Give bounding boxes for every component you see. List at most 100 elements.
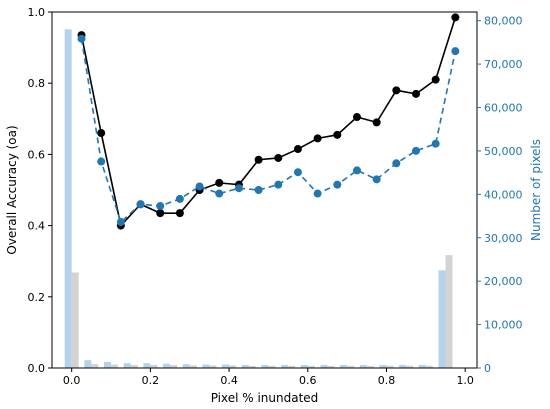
series-2-point [451, 47, 460, 56]
series-1-point [333, 130, 342, 139]
hist-bar-gray [268, 365, 276, 368]
series-1-point [412, 89, 421, 98]
series-1-point [293, 145, 302, 154]
series-2-point [372, 175, 381, 184]
hist-bar-gray [366, 365, 374, 368]
hist-bar-blue [104, 361, 112, 368]
hist-bar-gray [209, 365, 217, 368]
series-1-point [313, 134, 322, 143]
series-1-point [274, 153, 283, 162]
hist-bar-blue [163, 363, 171, 368]
hist-bar-gray [327, 365, 335, 368]
plot-frame [51, 11, 478, 369]
hist-bar-gray [189, 365, 197, 368]
y-axis-left-label: Overall Accuracy (oa) [5, 125, 19, 254]
y-right-tick-label: 20,000 [484, 275, 523, 288]
line-layer [77, 13, 460, 230]
x-tick-label: 0.6 [299, 374, 317, 387]
series-2-point [431, 139, 440, 148]
series-2-point [77, 34, 86, 43]
hist-bar-gray [425, 365, 433, 368]
series-1-point [392, 86, 401, 95]
y-right-tick-label: 70,000 [484, 58, 523, 71]
series-2-point [215, 189, 224, 198]
series-2-point [116, 218, 125, 227]
series-2-point [97, 157, 106, 166]
y-right-tick-label: 60,000 [484, 102, 523, 115]
x-tick-label: 0.0 [63, 374, 81, 387]
hist-bar-blue [281, 364, 289, 368]
hist-bar-blue [340, 364, 348, 368]
series-1-point [451, 13, 460, 22]
hist-bar-blue [399, 364, 407, 368]
y-left-tick-label: 0.8 [28, 77, 46, 90]
y-right-tick-label: 50,000 [484, 145, 523, 158]
series-2-point [313, 189, 322, 198]
hist-bar-gray [111, 364, 119, 368]
y-right-tick-label: 10,000 [484, 319, 523, 332]
hist-bar-blue [222, 364, 230, 368]
hist-bar-gray [288, 365, 296, 368]
y-left-tick-label: 0.4 [28, 220, 46, 233]
hist-bar-blue [182, 364, 190, 368]
x-tick-label: 0.4 [220, 374, 238, 387]
series-line-1 [80, 17, 457, 228]
hist-bar-blue [300, 364, 308, 368]
hist-bar-blue [379, 364, 387, 368]
x-axis-label: Pixel % inundated [211, 391, 319, 405]
y-right-tick-label: 40,000 [484, 188, 523, 201]
hist-bar-gray [170, 364, 178, 368]
hist-bar-blue [438, 270, 446, 368]
y-left-tick-label: 0.2 [28, 291, 46, 304]
series-1-point [215, 178, 224, 187]
hist-bar-gray [71, 272, 79, 368]
y-left-tick-label: 1.0 [28, 6, 46, 19]
series-line-2 [80, 38, 457, 224]
y-right-tick-label: 30,000 [484, 232, 523, 245]
hist-bar-gray [229, 365, 237, 368]
hist-bar-blue [418, 364, 426, 368]
y-left-tick-label: 0.6 [28, 148, 46, 161]
series-2-point [195, 182, 204, 191]
hist-bar-blue [241, 364, 249, 368]
hist-bar-gray [91, 364, 99, 368]
series-2-point [293, 168, 302, 177]
series-1-point [352, 113, 361, 122]
y-right-tick-label: 80,000 [484, 15, 523, 28]
series-2-point [136, 200, 145, 209]
hist-bar-gray [406, 365, 414, 368]
series-2-point [254, 186, 263, 194]
series-2-point [412, 146, 421, 155]
x-tick-label: 0.8 [378, 374, 396, 387]
hist-bar-gray [347, 365, 355, 368]
hist-bar-blue [64, 29, 72, 369]
y-right-tick-label: 0 [484, 362, 491, 375]
x-tick-label: 1.0 [456, 374, 474, 387]
hist-bar-blue [320, 364, 328, 368]
hist-bar-gray [248, 365, 256, 368]
series-2-point [333, 180, 342, 189]
y-axis-right-label: Number of pixels [529, 139, 543, 241]
series-1-point [97, 129, 106, 138]
series-2-point [392, 159, 401, 168]
series-1-point [254, 155, 263, 164]
series-1-point [431, 75, 440, 84]
histogram-layer [64, 29, 453, 369]
hist-bar-gray [150, 364, 158, 368]
x-tick-label: 0.2 [142, 374, 160, 387]
series-2-point [274, 180, 283, 189]
hist-bar-blue [123, 363, 131, 368]
tick-layer: 0.0 0.2 0.4 0.6 0.8 1.0 0.0 0.2 0.4 0.6 0.8 1.0 0 10,… [28, 6, 523, 387]
series-2-point [175, 194, 184, 203]
series-1-point [372, 118, 381, 127]
series-1-point [175, 209, 184, 218]
hist-bar-gray [130, 364, 138, 368]
hist-bar-blue [359, 364, 367, 368]
series-2-point [156, 202, 165, 211]
hist-bar-gray [307, 365, 315, 368]
hist-bar-blue [143, 363, 151, 368]
hist-bar-gray [386, 365, 394, 368]
y-left-tick-label: 0.0 [28, 362, 46, 375]
series-1-point [156, 209, 165, 218]
